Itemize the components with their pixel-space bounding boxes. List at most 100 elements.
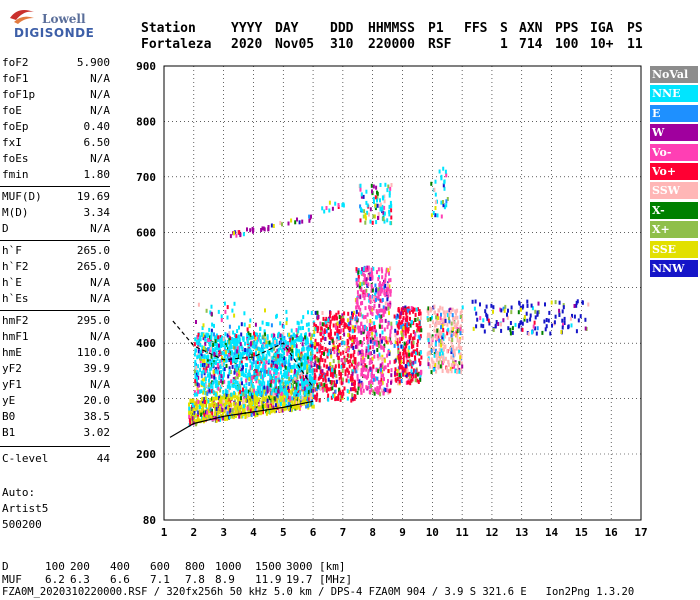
echo-point	[388, 278, 391, 283]
echo-point	[313, 368, 316, 373]
echo-point	[411, 344, 413, 349]
header-value-axn: 714	[519, 37, 543, 52]
echo-point	[205, 361, 208, 366]
echo-point	[530, 303, 533, 308]
echo-point	[381, 354, 384, 359]
echo-point	[259, 326, 262, 331]
echo-point	[357, 270, 360, 275]
echo-point	[328, 349, 331, 354]
echo-point	[377, 216, 379, 220]
echo-point	[412, 360, 415, 365]
echo-point	[244, 390, 247, 395]
param-row: foF1 N/A	[2, 72, 110, 88]
echo-point	[282, 344, 285, 348]
param-name: foF2	[2, 56, 29, 69]
echo-point	[221, 335, 224, 340]
echo-point	[227, 346, 229, 351]
echo-point	[488, 321, 491, 326]
echo-point	[349, 359, 352, 364]
echo-point	[404, 364, 407, 368]
echo-point	[291, 365, 293, 370]
x-tick-label: 8	[369, 526, 376, 539]
echo-point	[386, 388, 389, 393]
echo-point	[269, 383, 272, 388]
echo-point	[426, 332, 429, 337]
echo-point	[276, 351, 279, 356]
echo-point	[362, 364, 365, 369]
echo-point	[361, 382, 364, 387]
echo-point	[388, 284, 391, 289]
echo-point	[234, 376, 237, 381]
echo-point	[378, 344, 380, 348]
echo-point	[442, 200, 444, 204]
echo-point	[351, 377, 354, 382]
echo-point	[355, 337, 358, 342]
echo-point	[440, 312, 442, 317]
echo-point	[290, 340, 293, 345]
echo-point	[208, 367, 211, 372]
echo-point	[214, 411, 217, 416]
echo-point	[351, 335, 354, 340]
echo-point	[311, 401, 314, 406]
echo-point	[388, 338, 391, 343]
echo-point	[332, 343, 335, 348]
echo-point	[271, 356, 274, 361]
echo-point	[366, 340, 369, 345]
echo-point	[340, 364, 343, 369]
echo-point	[248, 400, 251, 405]
echo-point	[239, 360, 242, 365]
echo-point	[339, 379, 342, 384]
echo-point	[378, 308, 381, 313]
echo-point	[360, 286, 363, 291]
echo-point	[270, 333, 273, 338]
echo-point	[267, 367, 270, 372]
echo-point	[444, 318, 447, 323]
echo-point	[395, 337, 398, 342]
echo-point	[204, 403, 207, 408]
echo-point	[204, 337, 207, 342]
echo-point	[220, 379, 223, 384]
echo-point	[221, 402, 224, 407]
echo-point	[314, 379, 317, 384]
echo-point	[321, 206, 324, 211]
echo-point	[376, 195, 379, 200]
param-name: foEs	[2, 152, 29, 165]
echo-point	[382, 213, 385, 218]
echo-point	[193, 369, 196, 374]
echo-point	[412, 330, 415, 334]
echo-point	[245, 398, 248, 403]
echo-point	[281, 334, 284, 339]
echo-point	[239, 351, 242, 356]
echo-point	[337, 363, 340, 368]
echo-point	[389, 186, 392, 191]
echo-point	[279, 357, 282, 362]
echo-point	[218, 376, 221, 381]
echo-point	[550, 300, 553, 305]
echo-point	[233, 313, 236, 318]
echo-point	[431, 365, 434, 370]
echo-point	[269, 370, 272, 375]
d-value: 100	[45, 560, 65, 573]
echo-point	[279, 397, 282, 402]
echo-point	[194, 381, 197, 386]
echo-point	[573, 314, 576, 319]
echo-point	[561, 318, 564, 323]
echo-point	[295, 352, 298, 357]
echo-point	[227, 380, 230, 385]
echo-point	[507, 308, 509, 313]
echo-point	[259, 332, 261, 337]
echo-point	[214, 402, 217, 407]
echo-point	[409, 336, 411, 341]
echo-point	[362, 267, 365, 272]
echo-point	[281, 379, 284, 384]
echo-point	[279, 366, 282, 371]
echo-point	[355, 267, 358, 272]
echo-point	[211, 408, 213, 413]
echo-point	[193, 390, 196, 395]
param-name: C-level	[2, 452, 49, 465]
echo-point	[297, 326, 300, 331]
echo-point	[453, 348, 456, 353]
echo-point	[200, 349, 203, 354]
echo-point	[246, 406, 249, 411]
echo-point	[411, 320, 413, 325]
